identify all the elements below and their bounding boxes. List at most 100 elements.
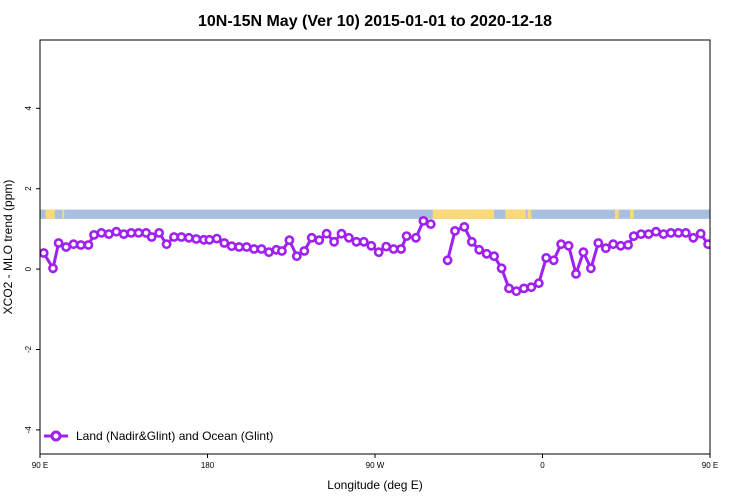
data-point <box>703 239 710 250</box>
land-patch-5 <box>527 209 532 219</box>
y-axis: -4 -2 0 2 4 <box>24 106 40 434</box>
data-point <box>571 268 581 279</box>
data-point <box>219 238 230 248</box>
ocean-band <box>40 209 710 219</box>
legend-marker-swatch <box>50 430 62 442</box>
data-point <box>68 239 79 250</box>
y-tick-label: 0 <box>24 266 33 271</box>
data-point <box>388 244 399 254</box>
data-point <box>489 251 499 262</box>
data-point <box>133 227 144 238</box>
data-point <box>466 236 477 247</box>
data-point <box>615 240 626 251</box>
y-tick-label: -2 <box>24 345 33 353</box>
y-tick-label: -4 <box>24 426 33 434</box>
data-point <box>321 228 332 239</box>
data-point <box>263 247 274 258</box>
data-point <box>256 244 267 254</box>
data-point <box>623 240 633 250</box>
data-point <box>474 244 485 255</box>
y-tick-label: 4 <box>24 106 33 111</box>
data-point <box>563 240 574 251</box>
data-point <box>284 235 295 246</box>
data-point <box>533 278 544 289</box>
data-point <box>586 263 596 274</box>
data-point <box>249 244 259 254</box>
data-point <box>425 219 436 229</box>
data-point <box>211 233 222 244</box>
data-point <box>83 240 94 250</box>
data-point <box>593 238 604 248</box>
legend-entry-label: Land (Nadir&Glint) and Ocean (Glint) <box>76 429 273 443</box>
data-point <box>511 286 522 297</box>
data-point <box>111 226 122 237</box>
x-axis: 90 E 180 90 W 0 90 E <box>32 454 718 470</box>
land-ocean-band <box>40 209 710 219</box>
data-point <box>343 232 354 243</box>
x-tick-label: 90 E <box>702 461 718 470</box>
data-point <box>234 242 244 252</box>
data-point <box>401 231 412 241</box>
data-point <box>628 231 639 241</box>
data-point <box>146 232 157 242</box>
land-patch-4 <box>505 209 526 219</box>
data-point <box>366 240 377 251</box>
y-tick-label: 2 <box>24 186 33 191</box>
data-point <box>118 229 129 239</box>
series-layer <box>40 215 710 297</box>
data-point <box>410 232 421 243</box>
data-point <box>299 246 310 256</box>
data-point <box>161 239 172 250</box>
data-point <box>291 251 302 262</box>
data-point <box>241 242 252 252</box>
data-point <box>418 215 429 226</box>
data-point <box>578 247 589 258</box>
data-point <box>76 240 86 250</box>
data-point <box>442 255 453 266</box>
data-point <box>519 283 529 294</box>
land-patch-8 <box>432 209 495 219</box>
data-point <box>204 234 215 245</box>
data-point <box>191 234 202 244</box>
land-patch-7 <box>629 209 634 219</box>
data-point <box>329 236 339 247</box>
data-point <box>636 229 646 239</box>
data-point <box>541 252 552 263</box>
x-tick-label: 180 <box>201 461 215 470</box>
data-point <box>680 227 691 238</box>
data-point <box>651 226 661 237</box>
data-point <box>608 239 619 250</box>
chart-title: 10N-15N May (Ver 10) 2015-01-01 to 2020-… <box>198 13 552 30</box>
data-point <box>89 229 99 240</box>
data-point <box>176 232 187 242</box>
x-axis-label: Longitude (deg E) <box>327 478 422 492</box>
x-tick-label: 90 E <box>32 461 48 470</box>
data-point <box>600 243 611 254</box>
data-point <box>548 255 559 266</box>
data-point <box>48 263 58 274</box>
data-point <box>226 241 237 252</box>
data-point <box>53 238 64 248</box>
data-point <box>688 232 699 243</box>
data-point <box>306 232 317 243</box>
data-point <box>396 244 406 254</box>
data-point <box>373 247 384 258</box>
data-point <box>556 239 566 250</box>
legend: Land (Nadir&Glint) and Ocean (Glint) <box>44 429 273 443</box>
data-point <box>459 221 470 232</box>
data-point <box>666 227 676 238</box>
x-tick-label: 0 <box>540 461 545 470</box>
land-patch-0 <box>45 209 55 219</box>
data-point <box>314 235 325 246</box>
data-point <box>695 228 706 239</box>
data-point <box>336 228 347 239</box>
x-tick-label: 90 W <box>366 461 385 470</box>
data-point <box>358 236 369 247</box>
data-point <box>276 246 287 256</box>
land-patch-1 <box>62 209 65 219</box>
data-point <box>183 232 194 243</box>
data-point <box>658 229 669 239</box>
data-point <box>40 248 49 258</box>
data-point <box>96 227 107 238</box>
